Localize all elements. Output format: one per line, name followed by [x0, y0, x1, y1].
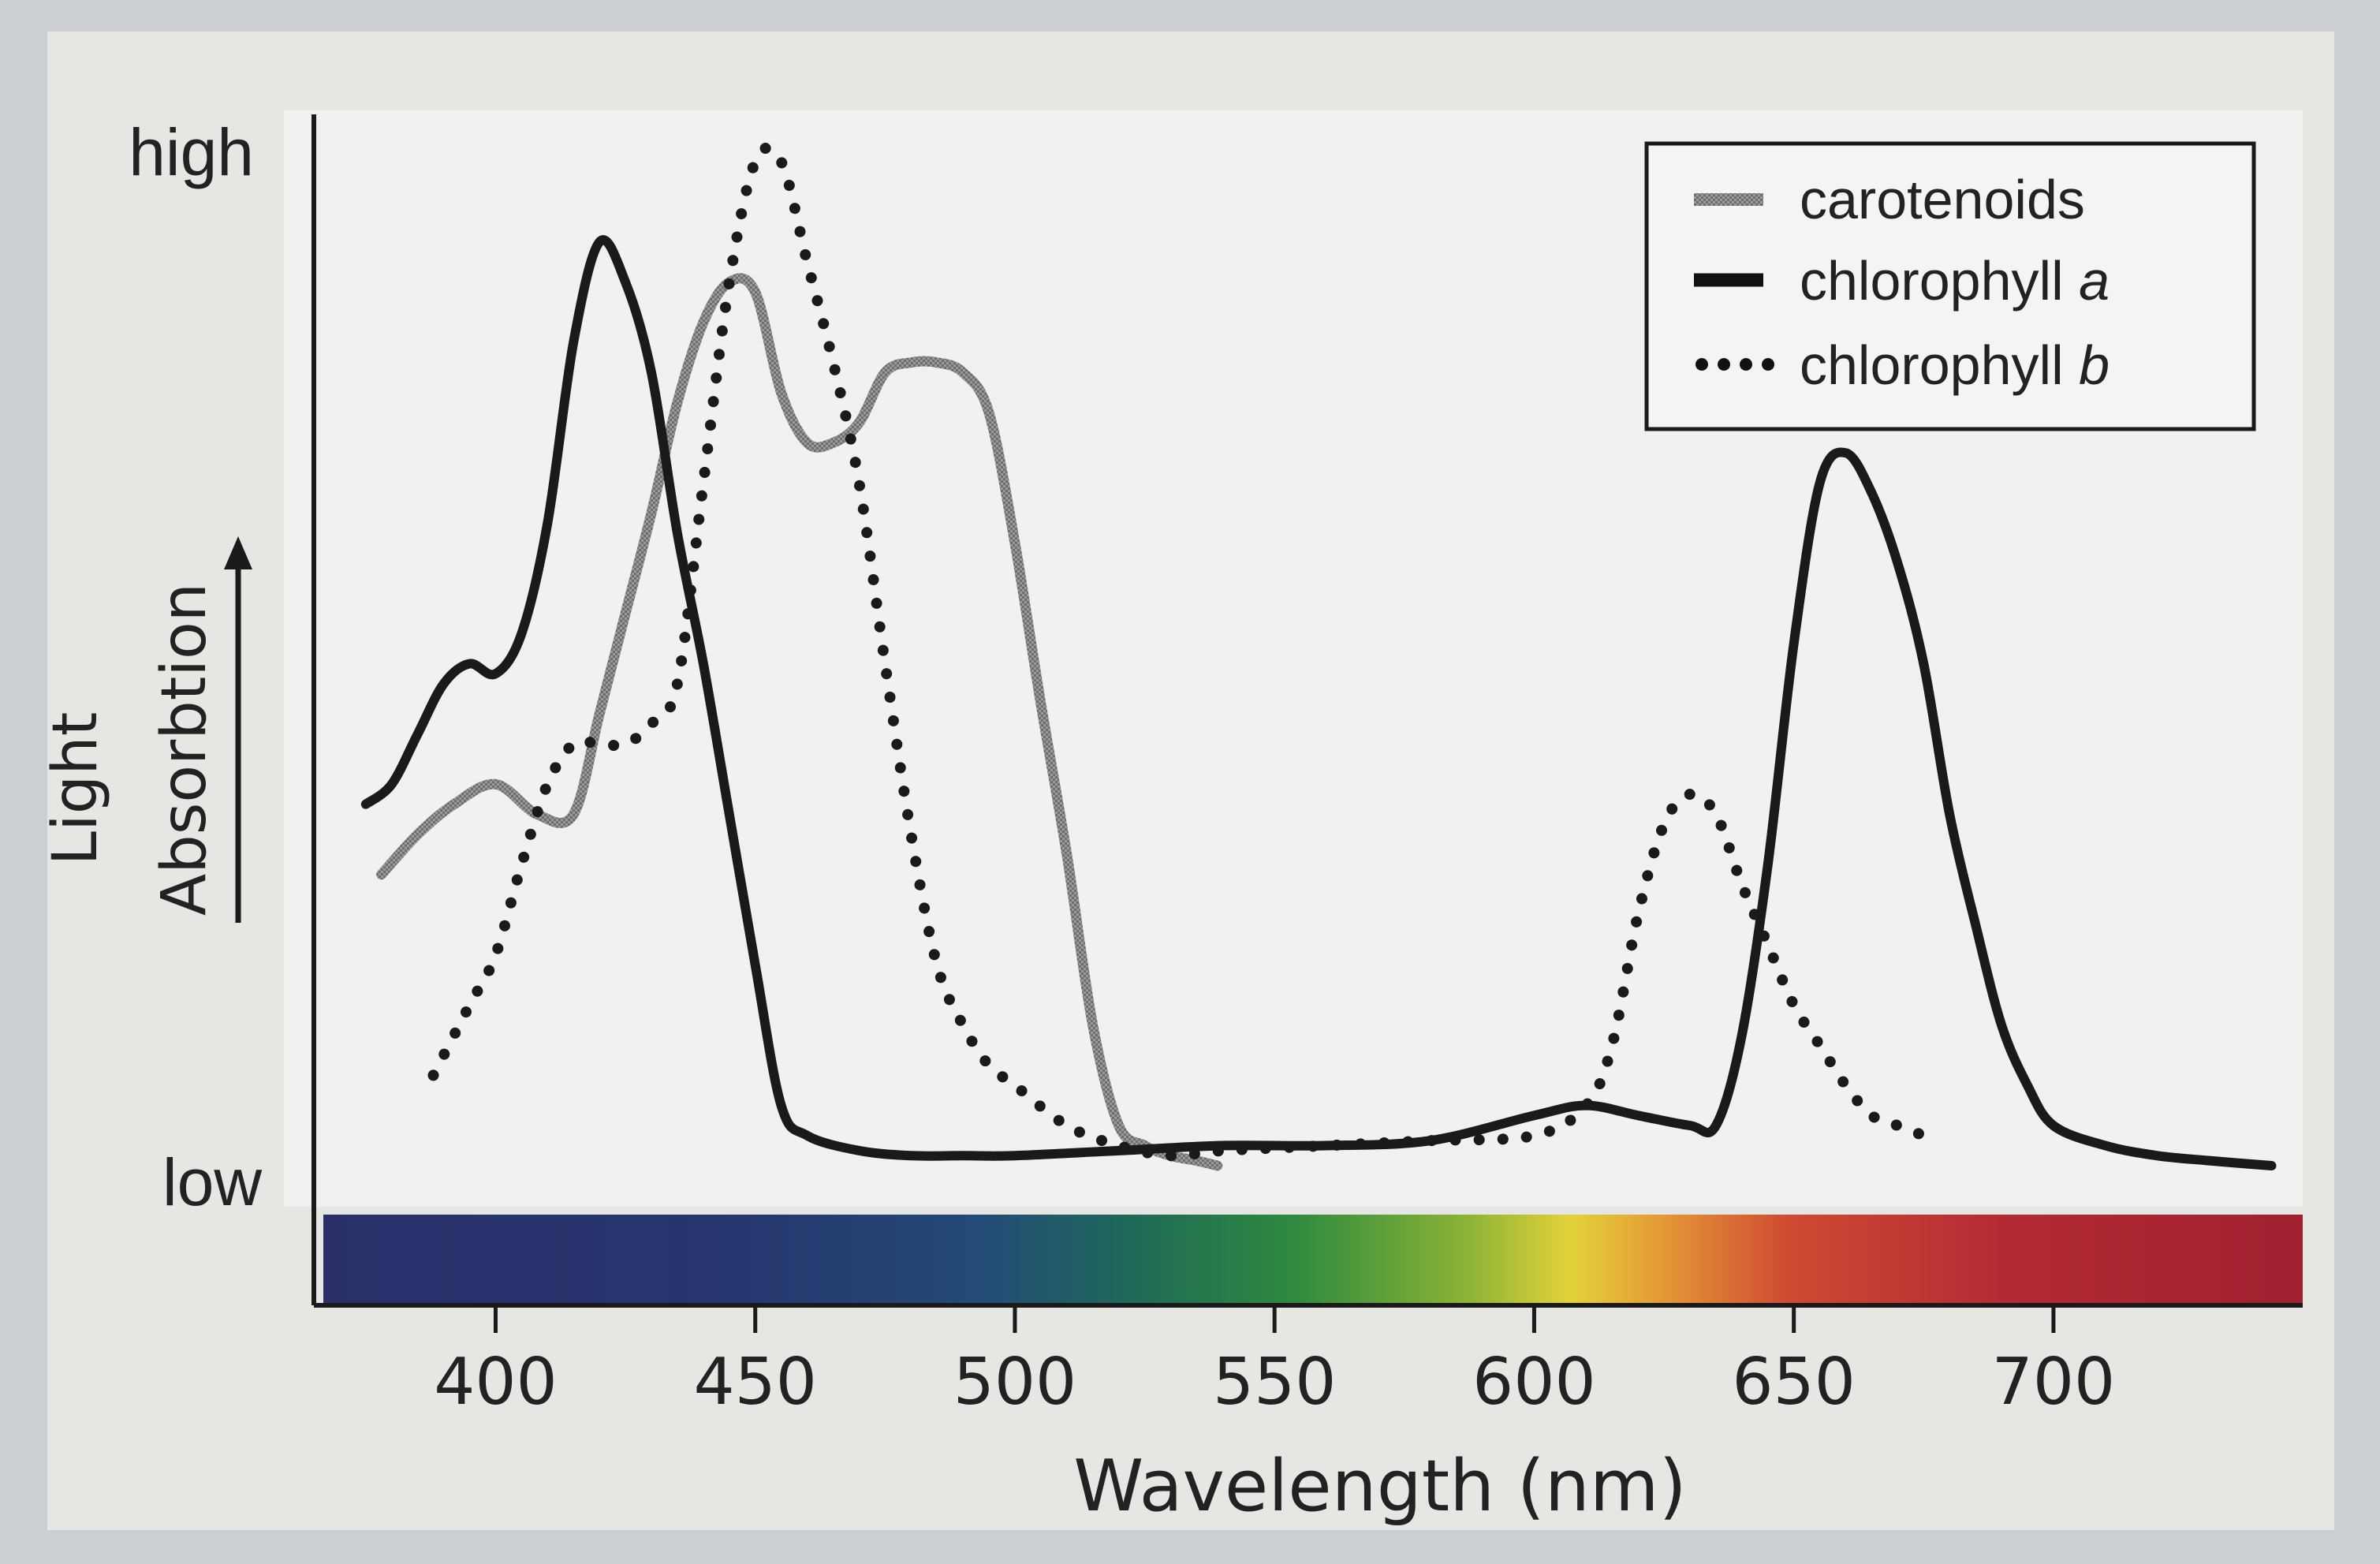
x-tick-label: 400 [434, 1345, 558, 1420]
spectrum-bar [323, 1215, 2303, 1303]
series-layer [360, 142, 2277, 1171]
legend-box [1644, 141, 2256, 431]
y-high-label: high [129, 115, 254, 189]
y-axis-arrow-head [224, 536, 252, 569]
legend-label-chlorophyll-a: chlorophyll a [1800, 250, 2110, 312]
x-ticks: 400 450 500 550 600 650 700 [434, 1305, 2115, 1420]
y-axis-label-line1: Light [40, 712, 111, 866]
x-tick-label: 500 [953, 1345, 1077, 1420]
legend-label-chlorophyll-a-suffix: a [2079, 250, 2110, 312]
series-line-carotenoids [376, 273, 1223, 1171]
legend-label-chlorophyll-b-text: chlorophyll [1800, 334, 2064, 396]
x-tick-label: 650 [1732, 1345, 1856, 1420]
legend-label-chlorophyll-a-text: chlorophyll [1800, 250, 2064, 312]
legend-label-carotenoids: carotenoids [1800, 169, 2085, 230]
x-tick-label: 600 [1472, 1345, 1596, 1420]
legend-swatch-chlorophyll-b [1695, 358, 1774, 371]
x-tick-label: 550 [1213, 1345, 1337, 1420]
legend-label-chlorophyll-b-suffix: b [2079, 334, 2110, 396]
legend: carotenoids chlorophyll a chlorophyll b [1644, 141, 2256, 431]
x-axis-label: Wavelength (nm) [1073, 1445, 1686, 1528]
legend-label-chlorophyll-b: chlorophyll b [1800, 334, 2110, 396]
x-tick-label: 700 [1992, 1345, 2116, 1420]
x-tick-label: 450 [693, 1345, 817, 1420]
y-low-label: low [162, 1145, 262, 1219]
y-axis-label-line2: Absorbtion [149, 583, 220, 916]
series-line-chlorophyll-b [427, 142, 1930, 1162]
